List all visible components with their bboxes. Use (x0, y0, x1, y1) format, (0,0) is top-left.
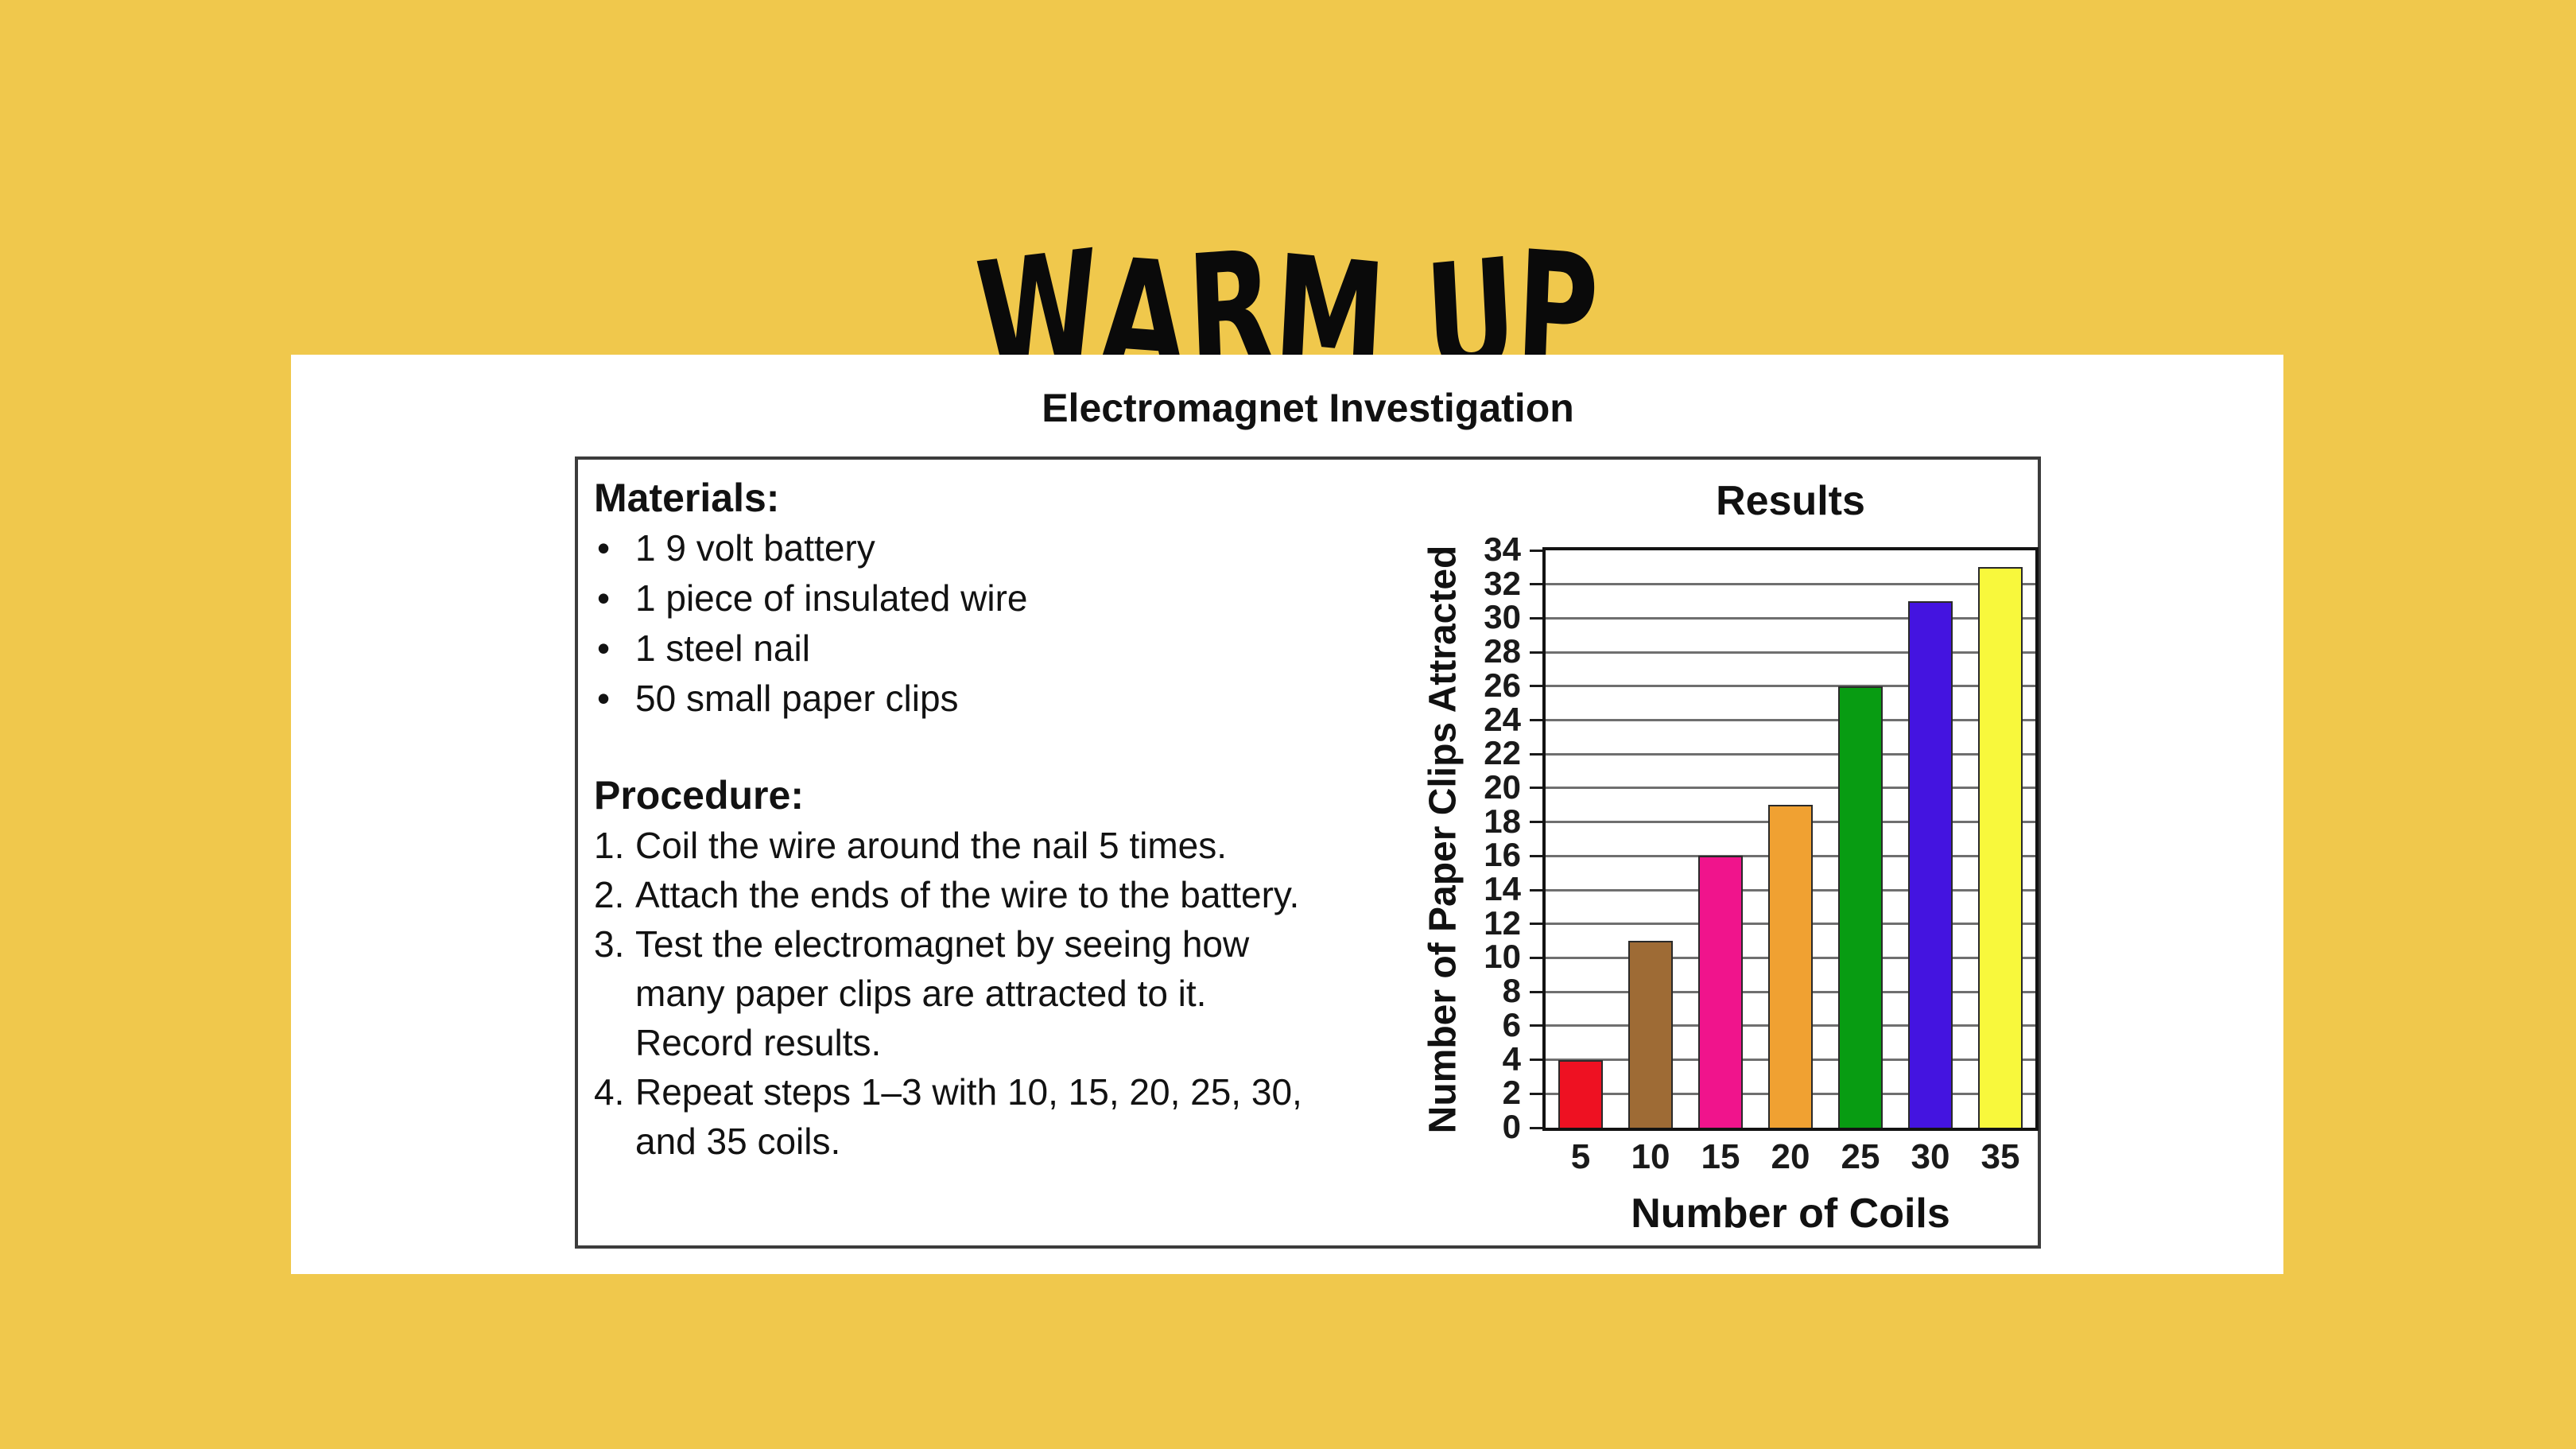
x-tick-label: 10 (1631, 1137, 1670, 1176)
material-item-text: 1 piece of insulated wire (635, 577, 1028, 619)
bar (1628, 941, 1673, 1128)
bar (1768, 805, 1813, 1128)
step-number: 2. (594, 874, 625, 915)
y-tick-mark (1530, 923, 1542, 926)
y-tick-label: 34 (1484, 530, 1521, 568)
material-item: • 1 9 volt battery (594, 523, 1472, 573)
x-tick-label: 15 (1701, 1137, 1740, 1176)
material-item: • 1 steel nail (594, 623, 1472, 674)
y-tick-label: 30 (1484, 598, 1521, 636)
x-tick-label: 25 (1841, 1137, 1880, 1176)
y-tick-mark (1530, 1126, 1542, 1129)
y-tick-mark (1530, 549, 1542, 552)
bar (1698, 856, 1743, 1128)
bar (1558, 1059, 1603, 1128)
materials-and-procedure: Materials: • 1 9 volt battery • 1 piece of … (594, 472, 1472, 1166)
bar (1838, 686, 1883, 1128)
y-tick-mark (1530, 1092, 1542, 1095)
y-tick-mark (1530, 651, 1542, 654)
bullet-icon: • (597, 627, 611, 669)
x-tick-label: 30 (1911, 1137, 1950, 1176)
gridline (1546, 787, 2035, 790)
chart-title: Results (1716, 478, 1865, 524)
y-tick-label: 4 (1502, 1039, 1521, 1078)
worksheet-panel: Electromagnet Investigation Materials: •… (291, 355, 2283, 1274)
y-tick-label: 14 (1484, 870, 1521, 908)
procedure-step: 3. Test the electromagnet by seeing how ma… (594, 919, 1472, 1067)
material-item-text: 1 steel nail (635, 627, 810, 669)
procedure-heading: Procedure: (594, 773, 804, 818)
step-text: Coil the wire around the nail 5 times. (635, 825, 1228, 866)
y-tick-label: 26 (1484, 666, 1521, 704)
y-tick-label: 8 (1502, 972, 1521, 1010)
y-tick-label: 0 (1502, 1108, 1521, 1145)
y-tick-mark (1530, 787, 1542, 790)
y-tick-label: 16 (1484, 836, 1521, 874)
procedure-step: 2. Attach the ends of the wire to the bat… (594, 870, 1472, 919)
bar (1908, 601, 1953, 1128)
worksheet-title: Electromagnet Investigation (1042, 386, 1574, 430)
y-tick-label: 24 (1484, 700, 1521, 738)
y-tick-label: 20 (1484, 767, 1521, 806)
procedure-step: 1. Coil the wire around the nail 5 times. (594, 821, 1472, 870)
materials-heading: Materials: (594, 476, 780, 520)
bar (1978, 567, 2023, 1128)
y-tick-label: 22 (1484, 734, 1521, 772)
bullet-icon: • (597, 577, 611, 619)
x-tick-label: 5 (1570, 1137, 1591, 1176)
step-number: 3. (594, 923, 625, 965)
y-tick-mark (1530, 752, 1542, 756)
procedure-step: 4. Repeat steps 1–3 with 10, 15, 20, 25, … (594, 1067, 1472, 1166)
gridline (1546, 719, 2035, 722)
y-tick-mark (1530, 821, 1542, 824)
y-tick-label: 12 (1484, 903, 1521, 942)
bullet-icon: • (597, 678, 611, 719)
x-tick-label: 35 (1980, 1137, 2020, 1176)
worksheet-box: Materials: • 1 9 volt battery • 1 piece of … (575, 456, 2041, 1249)
results-chart: Results Number of Paper Clips Attracted … (578, 460, 2039, 1245)
y-tick-label: 32 (1484, 564, 1521, 602)
bullet-icon: • (597, 527, 611, 569)
y-tick-mark (1530, 1059, 1542, 1062)
material-item: • 1 piece of insulated wire (594, 573, 1472, 623)
material-item-text: 1 9 volt battery (635, 527, 875, 569)
materials-list: • 1 9 volt battery • 1 piece of insulated w… (594, 523, 1472, 724)
chart-plot-area (1542, 547, 2039, 1131)
y-tick-label: 2 (1502, 1074, 1521, 1112)
y-tick-mark (1530, 854, 1542, 857)
material-item-text: 50 small paper clips (635, 678, 959, 719)
procedure-list: 1. Coil the wire around the nail 5 times.… (594, 821, 1472, 1166)
y-tick-label: 10 (1484, 938, 1521, 976)
y-tick-mark (1530, 956, 1542, 959)
y-tick-mark (1530, 583, 1542, 586)
gridline (1546, 752, 2035, 756)
y-tick-mark (1530, 990, 1542, 993)
step-text: Attach the ends of the wire to the batte… (635, 874, 1300, 915)
gridline (1546, 685, 2035, 688)
y-tick-mark (1530, 685, 1542, 688)
y-tick-label: 6 (1502, 1005, 1521, 1043)
gridline (1546, 583, 2035, 586)
y-tick-mark (1530, 888, 1542, 892)
y-tick-label: 18 (1484, 802, 1521, 840)
step-text: Test the electromagnet by seeing how many… (635, 923, 1250, 1063)
step-text: Repeat steps 1–3 with 10, 15, 20, 25, 30… (635, 1071, 1302, 1162)
y-tick-mark (1530, 1024, 1542, 1028)
x-tick-label: 20 (1771, 1137, 1810, 1176)
step-number: 4. (594, 1071, 625, 1113)
gridline (1546, 616, 2035, 620)
chart-x-axis-title: Number of Coils (1631, 1191, 1950, 1237)
gridline (1546, 651, 2035, 654)
step-number: 1. (594, 825, 625, 866)
y-tick-label: 28 (1484, 632, 1521, 670)
y-tick-mark (1530, 719, 1542, 722)
material-item: • 50 small paper clips (594, 674, 1472, 724)
y-tick-mark (1530, 616, 1542, 620)
